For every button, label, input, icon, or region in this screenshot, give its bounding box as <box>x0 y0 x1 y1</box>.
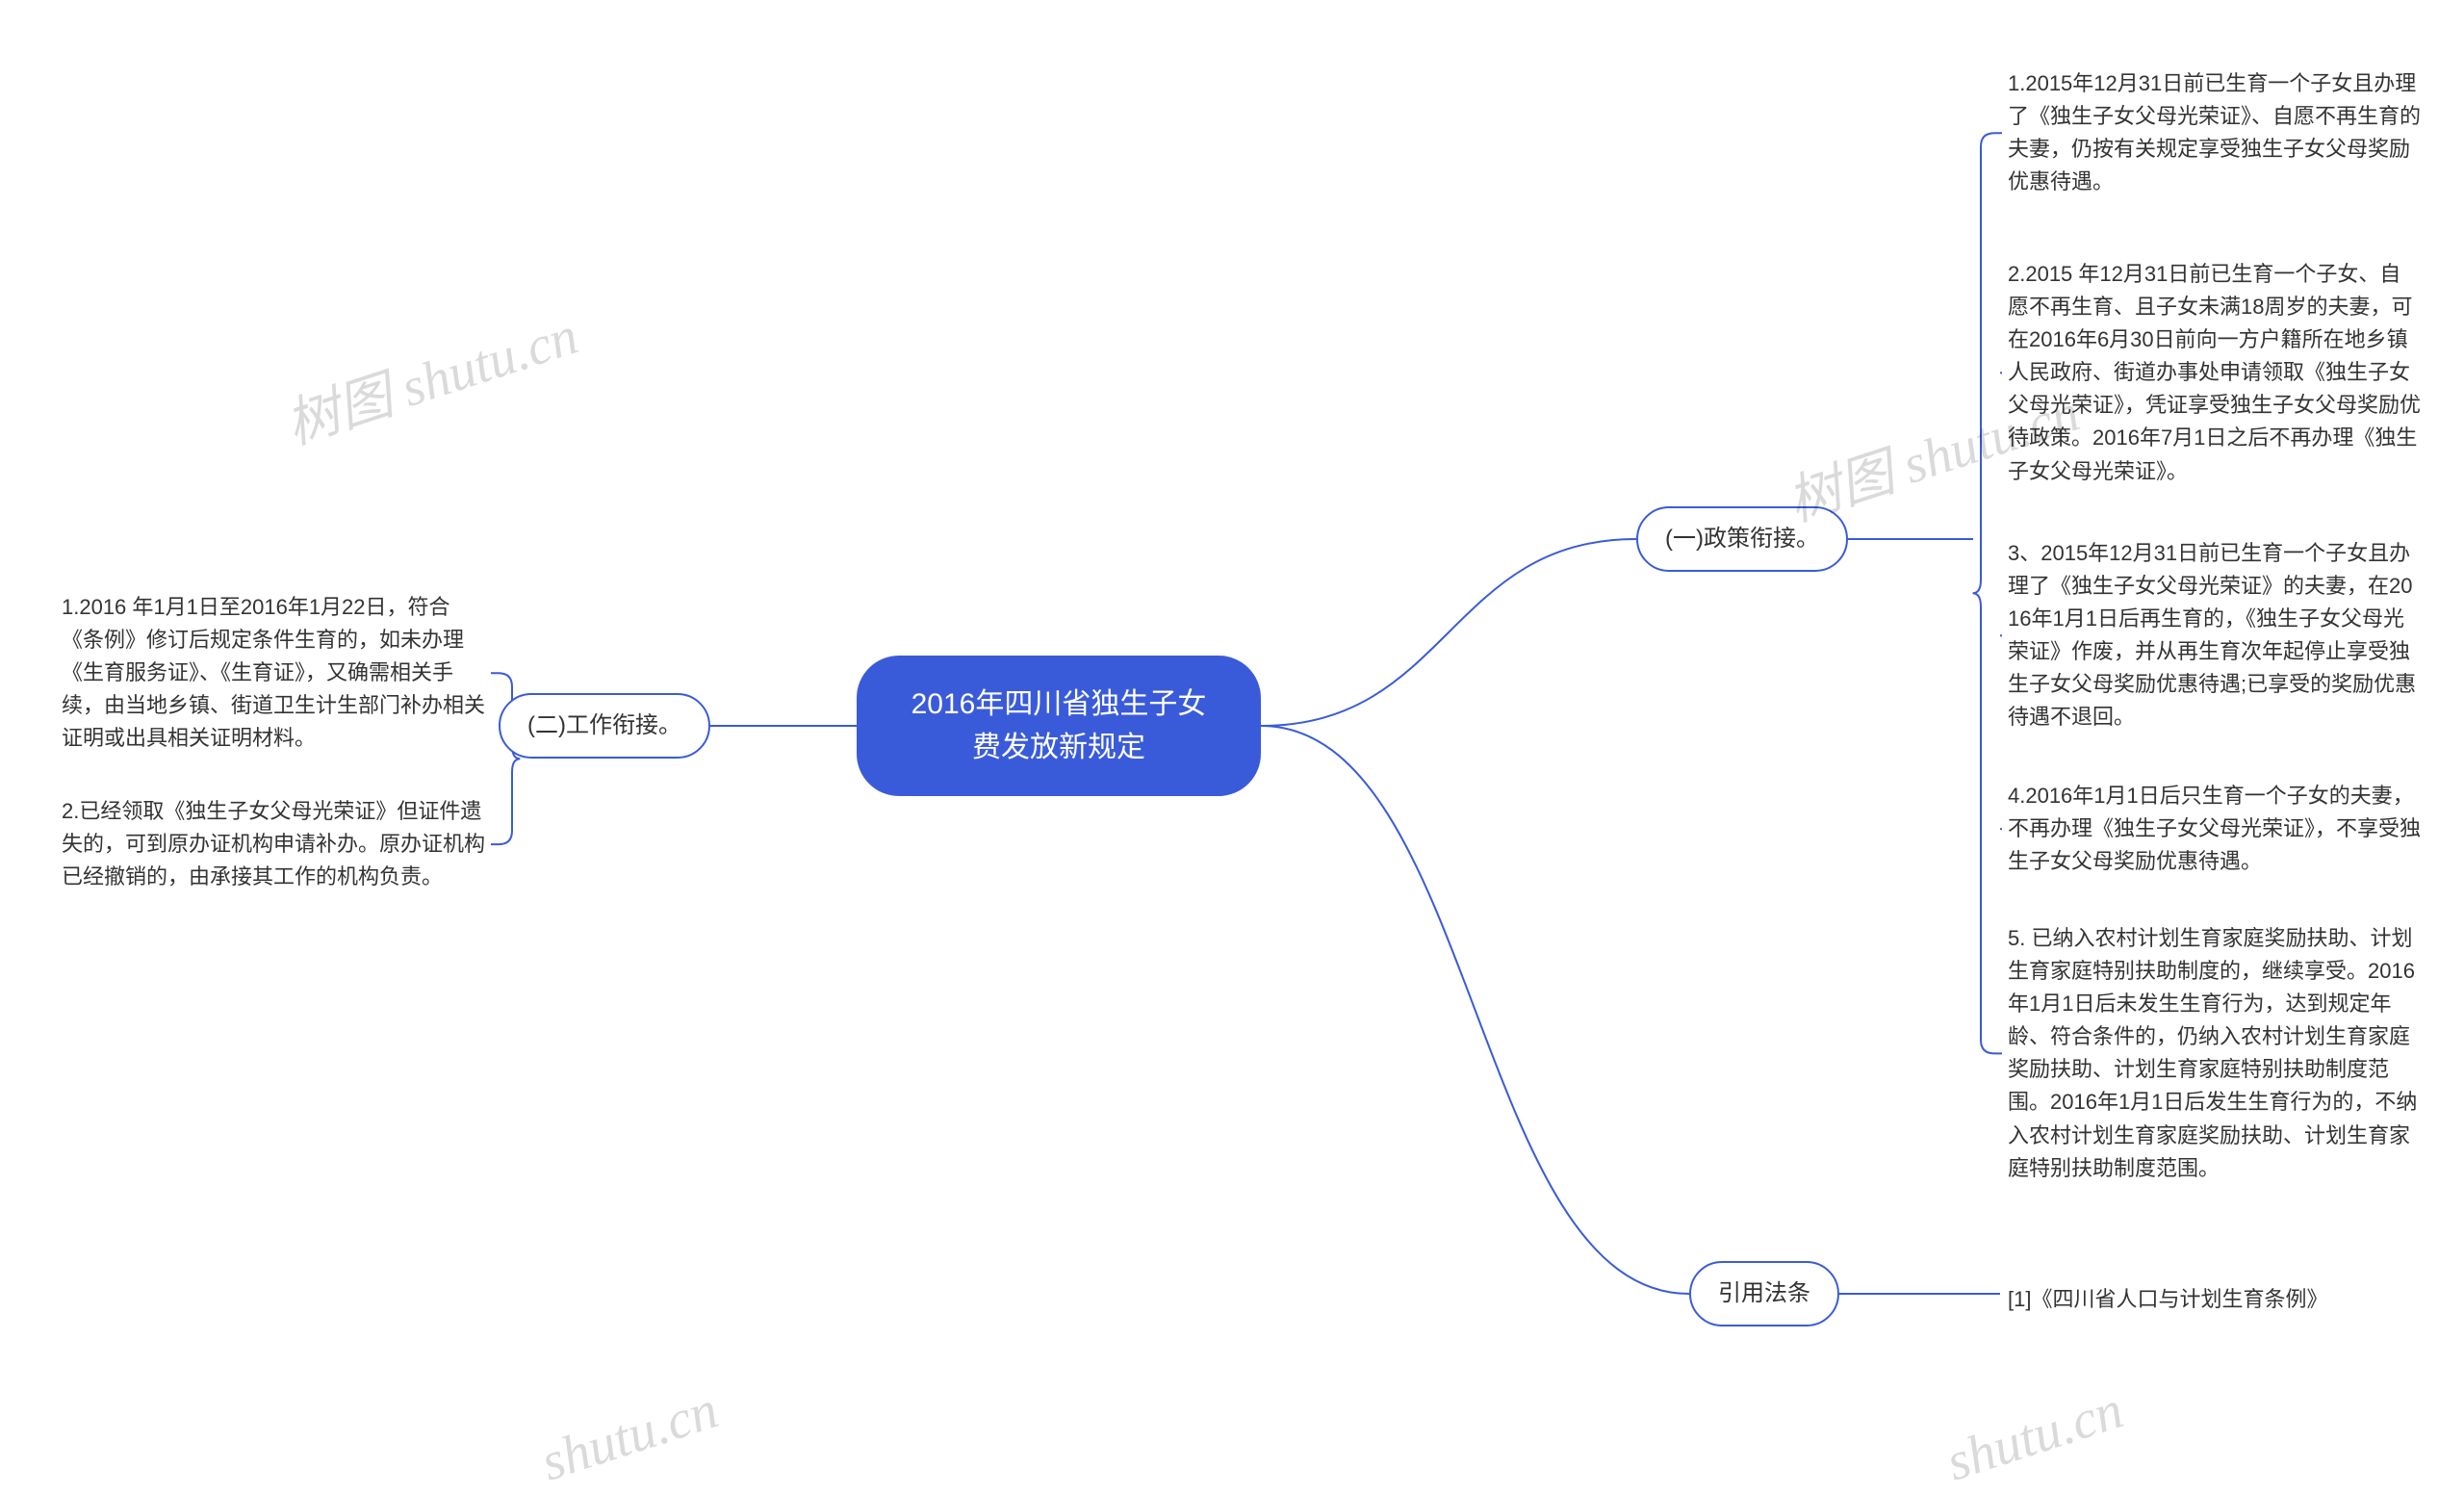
leaf-text: 5. 已纳入农村计划生育家庭奖励扶助、计划生育家庭特别扶助制度的，继续享受。20… <box>2008 922 2422 1185</box>
branch-label: 引用法条 <box>1718 1276 1810 1311</box>
root-node: 2016年四川省独生子女费发放新规定 <box>857 656 1261 796</box>
branch-node: (一)政策衔接。 <box>1636 506 1848 572</box>
leaf-text: 1.2016 年1月1日至2016年1月22日，符合《条例》修订后规定条件生育的… <box>62 591 485 755</box>
branch-node: (二)工作衔接。 <box>499 693 710 759</box>
leaf-text: 2.2015 年12月31日前已生育一个子女、自愿不再生育、且子女未满18周岁的… <box>2008 258 2422 488</box>
branch-label: (二)工作衔接。 <box>527 708 681 743</box>
leaf-text: 2.已经领取《独生子女父母光荣证》但证件遗失的，可到原办证机构申请补办。原办证机… <box>62 795 485 893</box>
leaf-text: 4.2016年1月1日后只生育一个子女的夫妻，不再办理《独生子女父母光荣证》，不… <box>2008 780 2422 878</box>
leaf-text: 3、2015年12月31日前已生育一个子女且办理了《独生子女父母光荣证》的夫妻，… <box>2008 537 2422 734</box>
leaf-text: 1.2015年12月31日前已生育一个子女且办理了《独生子女父母光荣证》、自愿不… <box>2008 67 2422 198</box>
root-label: 2016年四川省独生子女费发放新规定 <box>899 683 1219 769</box>
branch-label: (一)政策衔接。 <box>1665 522 1819 556</box>
branch-node: 引用法条 <box>1689 1261 1839 1327</box>
leaf-text: [1]《四川省人口与计划生育条例》 <box>2008 1283 2422 1316</box>
